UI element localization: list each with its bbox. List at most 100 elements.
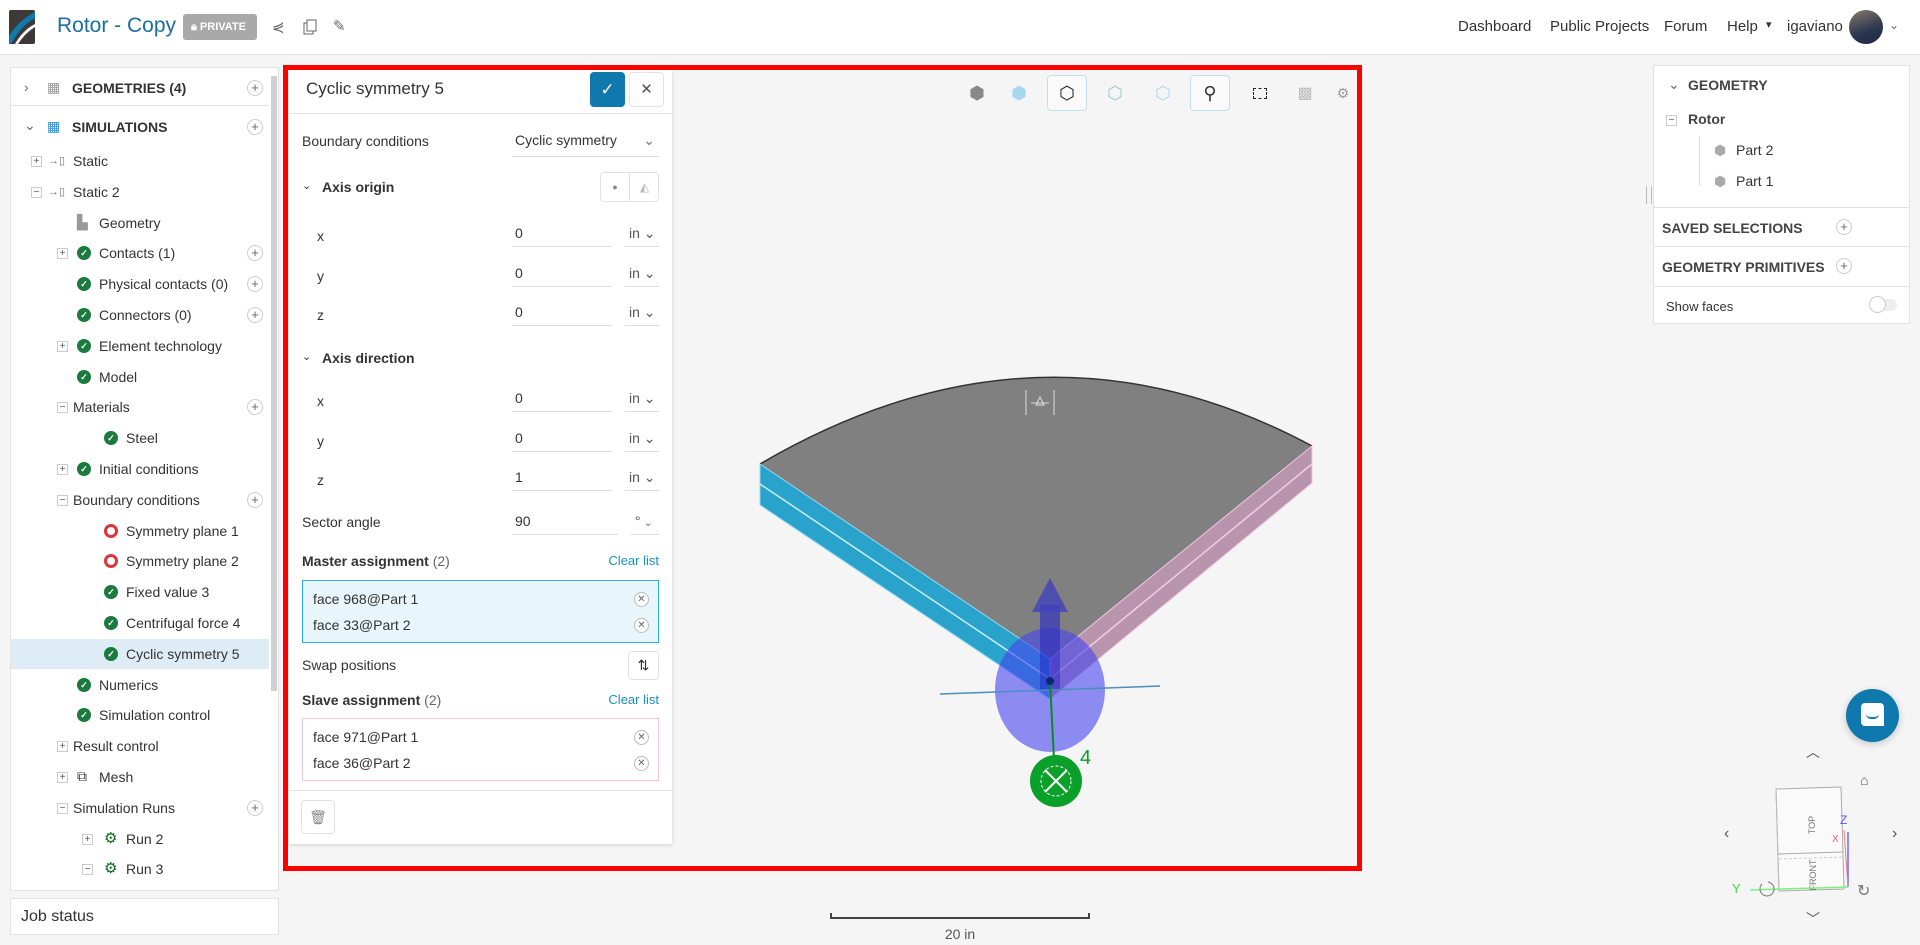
add-item-button[interactable]: + bbox=[247, 307, 263, 323]
geometry-primitives-section[interactable]: GEOMETRY PRIMITIVES + bbox=[1654, 246, 1909, 286]
view-wireframe-button[interactable]: ⬡ bbox=[1095, 75, 1135, 111]
add-item-button[interactable]: + bbox=[247, 276, 263, 293]
tree-item[interactable]: Symmetry plane 1 bbox=[11, 516, 269, 546]
slave-assignment-box[interactable]: face 971@Part 1 ✕ face 36@Part 2 ✕ bbox=[302, 718, 659, 781]
view-solid-button[interactable]: ⬢ bbox=[957, 75, 997, 111]
add-item-button[interactable]: + bbox=[247, 799, 263, 816]
slave-clear-list-link[interactable]: Clear list bbox=[608, 692, 659, 707]
tree-item[interactable]: + ✓ Element technology bbox=[11, 331, 269, 361]
mesh-view-button[interactable]: ▩ bbox=[1285, 75, 1325, 111]
nav-dashboard[interactable]: Dashboard bbox=[1458, 18, 1532, 35]
master-clear-list-link[interactable]: Clear list bbox=[608, 553, 659, 568]
remove-face-button[interactable]: ✕ bbox=[634, 592, 649, 607]
axis-origin-heading[interactable]: Axis origin bbox=[322, 179, 395, 195]
expand-toggle[interactable]: + bbox=[57, 464, 68, 475]
chevron-right-icon[interactable]: › bbox=[24, 79, 29, 95]
tree-item[interactable]: − Simulation Runs + bbox=[11, 793, 269, 823]
sector-unit-select[interactable]: ° ⌄ bbox=[631, 513, 659, 535]
remove-face-button[interactable]: ✕ bbox=[634, 730, 649, 745]
expand-toggle[interactable]: + bbox=[82, 833, 93, 845]
navigation-cube[interactable]: TOP FRONT Z X Y bbox=[1720, 780, 1850, 900]
origin-y-input[interactable]: 0 bbox=[512, 265, 612, 287]
collapse-toggle[interactable]: − bbox=[82, 864, 93, 876]
add-saved-selection-button[interactable]: + bbox=[1836, 219, 1852, 235]
collapse-rotor-toggle[interactable]: − bbox=[1666, 115, 1677, 126]
rotate-up-icon[interactable]: ︿ bbox=[1806, 744, 1820, 760]
tree-item[interactable]: − →▯ Static 2 bbox=[11, 177, 269, 207]
simulations-section[interactable]: ⌄ ▦ SIMULATIONS + bbox=[11, 110, 269, 144]
tree-item[interactable]: ✓ Model bbox=[11, 362, 269, 392]
tree-item[interactable]: ✓ Cyclic symmetry 5 bbox=[11, 638, 269, 669]
saved-selections-section[interactable]: SAVED SELECTIONS + bbox=[1654, 207, 1909, 246]
origin-x-unit-select[interactable]: in ⌄ bbox=[625, 225, 659, 247]
username[interactable]: igaviano bbox=[1787, 18, 1843, 35]
expand-toggle[interactable]: + bbox=[57, 772, 68, 783]
add-item-button[interactable]: + bbox=[247, 491, 263, 508]
origin-y-unit-select[interactable]: in ⌄ bbox=[625, 265, 659, 287]
geometry-heading[interactable]: GEOMETRY bbox=[1688, 77, 1768, 93]
direction-x-unit-select[interactable]: in ⌄ bbox=[625, 390, 659, 412]
direction-y-input[interactable]: 0 bbox=[512, 430, 612, 452]
direction-y-unit-select[interactable]: in ⌄ bbox=[625, 430, 659, 452]
pick-point-button[interactable]: ● bbox=[601, 173, 630, 201]
avatar[interactable] bbox=[1849, 10, 1883, 44]
rotate-down-icon[interactable]: ﹀ bbox=[1806, 911, 1820, 927]
collapse-toggle[interactable]: − bbox=[57, 402, 68, 414]
tree-item[interactable]: + ✓ Contacts (1) + bbox=[11, 238, 269, 268]
point-select-button[interactable]: ⚲ bbox=[1190, 75, 1230, 111]
chevron-down-icon[interactable]: ⌄ bbox=[302, 351, 312, 363]
close-button[interactable]: ✕ bbox=[629, 72, 664, 107]
add-simulation-button[interactable]: + bbox=[247, 119, 263, 135]
origin-z-input[interactable]: 0 bbox=[512, 304, 612, 326]
origin-x-input[interactable]: 0 bbox=[512, 225, 612, 247]
remove-face-button[interactable]: ✕ bbox=[634, 618, 649, 633]
nav-help[interactable]: Help bbox=[1727, 18, 1758, 35]
direction-z-input[interactable]: 1 bbox=[512, 469, 612, 491]
view-solid-edges-button[interactable]: ⬡ bbox=[1047, 75, 1087, 111]
axis-direction-heading[interactable]: Axis direction bbox=[322, 350, 415, 366]
pick-geometry-button[interactable]: ◭ bbox=[639, 180, 650, 194]
box-select-button[interactable] bbox=[1240, 75, 1280, 111]
part-1-item[interactable]: Part 1 bbox=[1736, 173, 1774, 189]
tree-item[interactable]: ✓ Numerics bbox=[11, 670, 269, 700]
expand-toggle[interactable]: + bbox=[57, 741, 68, 753]
job-status-panel[interactable]: Job status bbox=[10, 898, 279, 935]
sector-angle-input[interactable]: 90 bbox=[512, 513, 618, 535]
collapse-toggle[interactable]: − bbox=[57, 802, 68, 814]
rotate-left-icon[interactable]: ‹ bbox=[1724, 825, 1730, 842]
direction-z-unit-select[interactable]: in ⌄ bbox=[625, 469, 659, 491]
master-assignment-box[interactable]: face 968@Part 1 ✕ face 33@Part 2 ✕ bbox=[302, 580, 659, 643]
tree-item[interactable]: ✓ Physical contacts (0) + bbox=[11, 269, 269, 299]
share-icon[interactable]: ⋞ bbox=[272, 19, 285, 36]
rotate-cw-icon[interactable]: ↻ bbox=[1857, 883, 1871, 900]
collapse-toggle[interactable]: − bbox=[31, 186, 42, 198]
view-transparent-button[interactable]: ⬢ bbox=[999, 75, 1039, 111]
add-item-button[interactable]: + bbox=[247, 399, 263, 416]
swap-positions-button[interactable]: ⇅ bbox=[628, 651, 659, 680]
tree-item[interactable]: ✓ Simulation control bbox=[11, 700, 269, 730]
tree-item[interactable]: + Result control bbox=[11, 731, 269, 761]
rotate-right-icon[interactable]: › bbox=[1892, 825, 1898, 842]
tree-item[interactable]: − Materials + bbox=[11, 392, 269, 422]
panel-resize-handle[interactable] bbox=[1646, 186, 1652, 204]
home-view-icon[interactable]: ⌂ bbox=[1860, 772, 1869, 788]
part-2-item[interactable]: Part 2 bbox=[1736, 142, 1774, 158]
bc-type-select[interactable]: Cyclic symmetry ⌄ bbox=[512, 132, 659, 157]
app-logo[interactable] bbox=[9, 10, 35, 44]
copy-icon[interactable] bbox=[303, 19, 317, 35]
edit-icon[interactable]: ✎ bbox=[333, 18, 346, 35]
origin-z-unit-select[interactable]: in ⌄ bbox=[625, 304, 659, 326]
user-menu-chevron-icon[interactable]: ⌄ bbox=[1889, 18, 1900, 32]
chevron-down-icon[interactable]: ⌄ bbox=[24, 117, 36, 133]
geometries-section[interactable]: › ▦ GEOMETRIES (4) + bbox=[11, 71, 269, 105]
delete-button[interactable]: 🗑︎ bbox=[301, 800, 335, 834]
expand-toggle[interactable]: + bbox=[31, 156, 42, 167]
show-faces-toggle[interactable] bbox=[1869, 296, 1897, 313]
expand-toggle[interactable]: + bbox=[57, 248, 68, 260]
confirm-button[interactable]: ✓ bbox=[590, 72, 625, 107]
scrollbar[interactable] bbox=[271, 76, 277, 691]
measure-button[interactable]: ⚙ bbox=[1330, 75, 1356, 111]
tree-item[interactable]: ✓ Steel bbox=[11, 423, 269, 453]
nav-forum[interactable]: Forum bbox=[1664, 18, 1708, 35]
